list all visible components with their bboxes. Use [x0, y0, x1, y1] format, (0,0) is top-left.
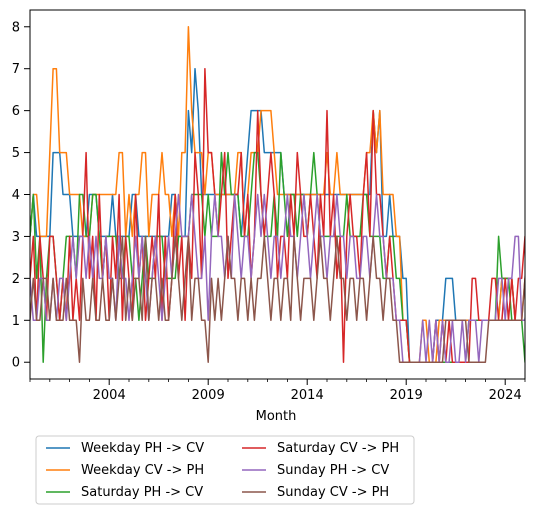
legend-label: Saturday PH -> CV	[81, 485, 203, 500]
y-tick-label: 6	[12, 104, 20, 119]
legend-label: Weekday PH -> CV	[81, 441, 204, 456]
y-tick-label: 4	[12, 188, 20, 203]
x-tick-label: 2004	[93, 388, 126, 403]
series-line-6	[30, 235, 525, 363]
y-axis: 0 1 2 3 4 5 6 7 8	[12, 20, 30, 371]
x-tick-label: 2024	[489, 388, 522, 403]
y-tick-label: 8	[12, 20, 20, 35]
y-tick-label: 5	[12, 146, 20, 161]
y-tick-label: 1	[12, 314, 20, 329]
series-layer	[30, 26, 525, 363]
legend-label: Sunday CV -> PH	[277, 485, 389, 500]
y-tick-label: 7	[12, 62, 20, 77]
x-axis: 2004 2009 2014 2019 2024	[29, 379, 526, 403]
legend: Weekday PH -> CV Weekday CV -> PH Saturday…	[35, 435, 415, 505]
x-tick-label: 2014	[291, 388, 324, 403]
series-line-3	[30, 151, 525, 363]
y-tick-label: 0	[12, 356, 20, 371]
y-tick-label: 2	[12, 272, 20, 287]
legend-label: Weekday CV -> PH	[81, 463, 204, 478]
legend-label: Sunday PH -> CV	[277, 463, 389, 478]
x-tick-label: 2019	[390, 388, 423, 403]
x-axis-label: Month	[256, 409, 297, 424]
y-tick-label: 3	[12, 230, 20, 245]
legend-frame	[35, 435, 415, 505]
x-tick-label: 2009	[192, 388, 225, 403]
series-line-5	[30, 193, 525, 363]
legend-label: Saturday CV -> PH	[277, 441, 399, 456]
series-line-4	[30, 67, 525, 363]
